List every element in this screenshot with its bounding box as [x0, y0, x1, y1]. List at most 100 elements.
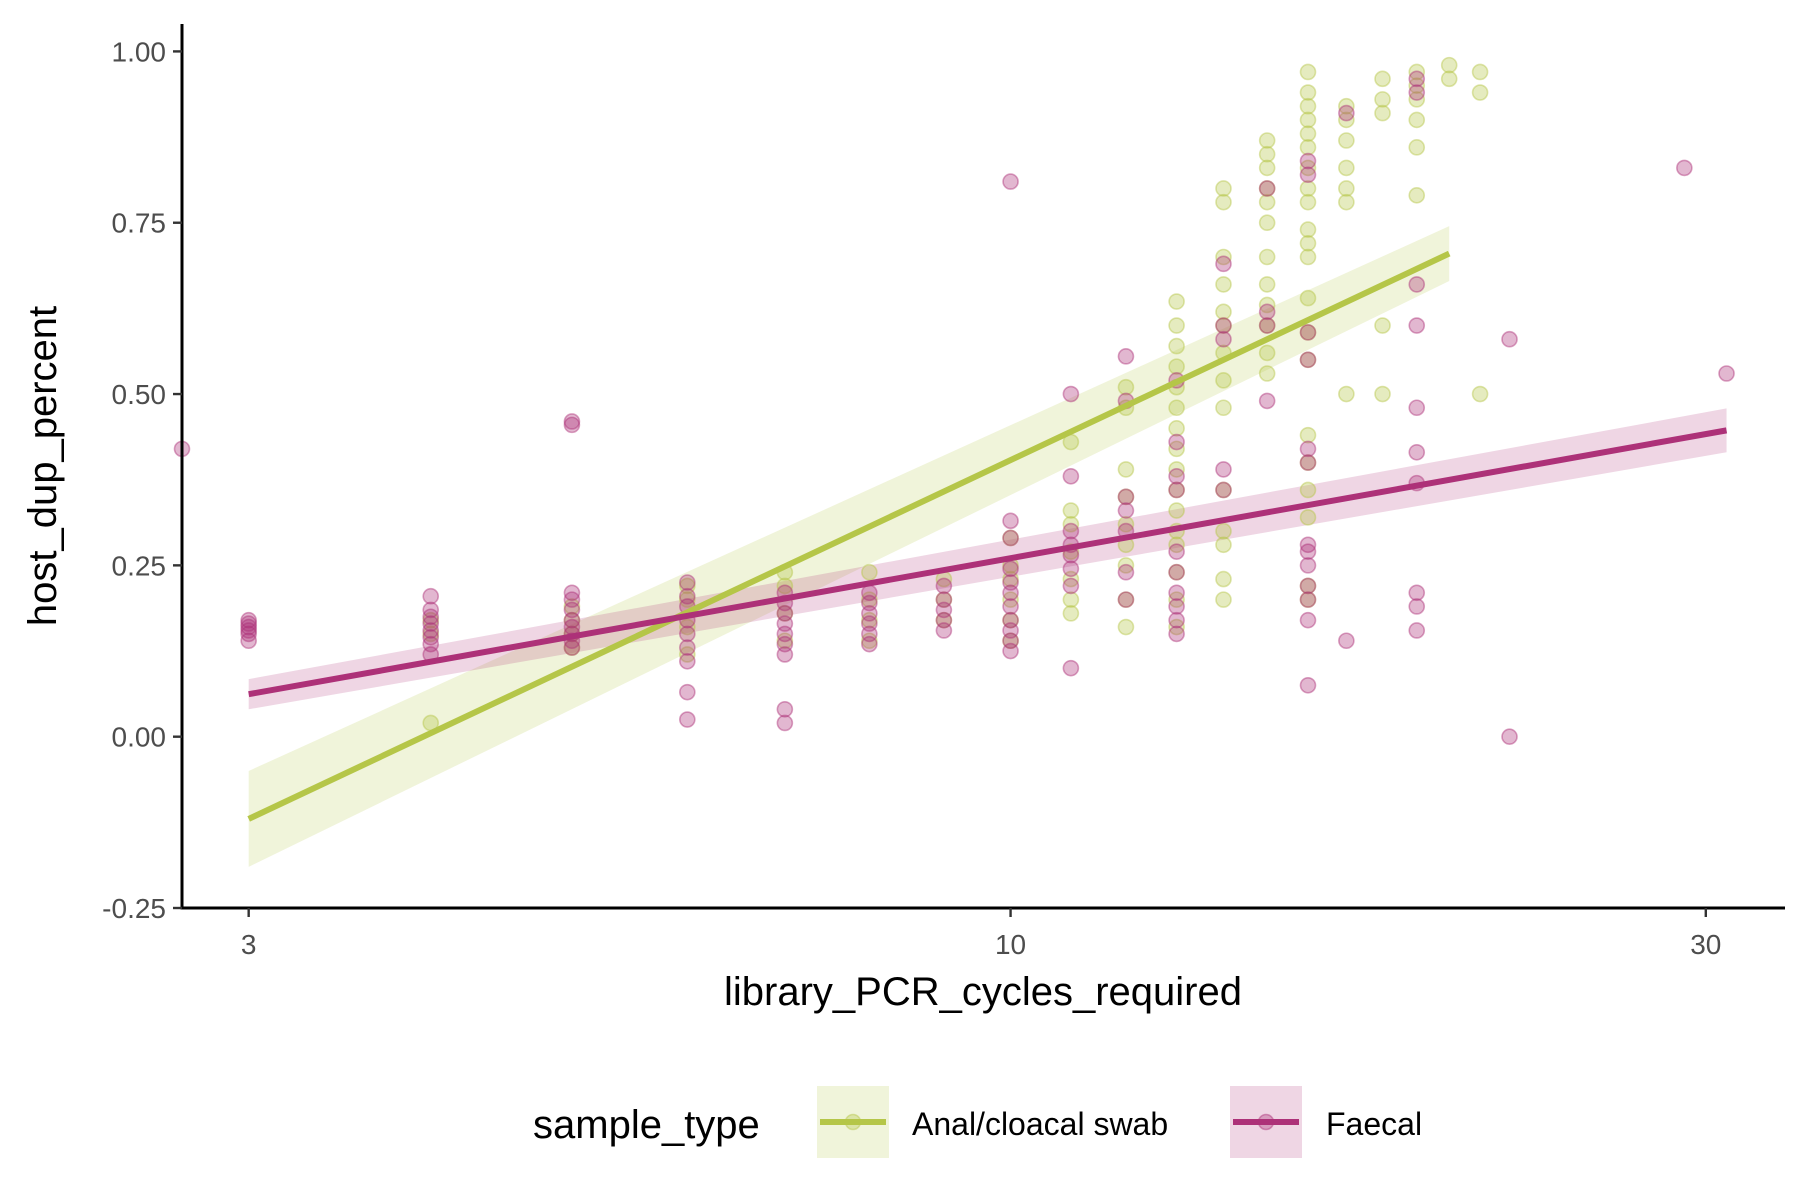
y-tick-label: 0.00 — [112, 722, 167, 753]
faecal-point — [1258, 392, 1276, 410]
anal-cloacal-swab-point — [1215, 193, 1232, 211]
anal-cloacal-swab-point — [1299, 84, 1317, 101]
faecal-point — [1062, 385, 1080, 403]
anal-cloacal-swab-point — [1299, 193, 1317, 211]
anal-cloacal-swab-point — [1258, 193, 1276, 211]
faecal-point — [1117, 591, 1135, 608]
anal-cloacal-swab-point — [1338, 193, 1355, 211]
anal-cloacal-swab-point — [1117, 515, 1135, 533]
faecal-point — [776, 646, 794, 663]
faecal-point — [1299, 591, 1317, 608]
faecal-point — [1299, 454, 1317, 471]
faecal-point — [563, 601, 581, 619]
anal-cloacal-swab-point — [1408, 91, 1426, 108]
faecal-point — [240, 632, 257, 650]
faecal-point — [861, 635, 878, 653]
anal-cloacal-swab-point — [1215, 317, 1232, 334]
scatter-points — [173, 56, 1735, 745]
anal-cloacal-swab-point — [1299, 221, 1317, 238]
anal-cloacal-swab-point — [1471, 385, 1489, 403]
x-tick-label: 3 — [241, 929, 257, 960]
anal-cloacal-swab-point — [861, 611, 878, 629]
anal-cloacal-swab-point — [1117, 591, 1135, 608]
anal-cloacal-swab-point — [1258, 248, 1276, 266]
anal-cloacal-swab-point — [1299, 248, 1317, 266]
anal-cloacal-swab-point — [1299, 63, 1317, 81]
anal-cloacal-swab-point — [1168, 337, 1185, 355]
anal-cloacal-swab-point — [1062, 605, 1080, 622]
anal-cloacal-swab-point — [1168, 618, 1185, 636]
anal-cloacal-swab-point — [1258, 276, 1276, 293]
faecal-point — [563, 639, 581, 656]
anal-cloacal-swab-point — [1215, 591, 1232, 608]
faecal-point — [563, 591, 581, 608]
anal-cloacal-swab-point — [563, 611, 581, 629]
faecal-point — [935, 622, 953, 639]
faecal-point — [776, 625, 794, 643]
faecal-point — [1299, 543, 1317, 560]
faecal-point — [776, 605, 794, 622]
faecal-point — [422, 622, 440, 639]
anal-cloacal-swab-point — [563, 639, 581, 656]
anal-cloacal-swab-point — [1168, 591, 1185, 608]
faecal-point — [776, 700, 794, 718]
anal-cloacal-swab-point — [1408, 77, 1426, 94]
faecal-point — [1002, 574, 1019, 591]
faecal-point — [1501, 330, 1518, 348]
anal-cloacal-swab-point — [1299, 139, 1317, 156]
anal-cloacal-swab-point — [679, 577, 696, 595]
faecal-point — [1299, 324, 1317, 341]
x-tick-label: 10 — [995, 929, 1026, 960]
faecal-point — [1002, 622, 1019, 639]
faecal-point — [861, 594, 878, 612]
anal-cloacal-swab-point — [1002, 529, 1019, 547]
legend-label: Faecal — [1326, 1106, 1422, 1142]
faecal-point — [1002, 598, 1019, 615]
anal-cloacal-swab-point — [1215, 570, 1232, 588]
faecal-point — [563, 416, 581, 434]
faecal-point — [563, 584, 581, 602]
anal-cloacal-swab-point — [1215, 248, 1232, 266]
anal-cloacal-swab-point — [1440, 56, 1458, 74]
anal-cloacal-swab-point — [1168, 420, 1185, 437]
faecal-point — [935, 601, 953, 619]
anal-cloacal-swab-point — [1215, 180, 1232, 197]
anal-cloacal-swab-point — [1168, 293, 1185, 310]
faecal-point — [1062, 659, 1080, 677]
anal-cloacal-swab-point — [1168, 440, 1185, 458]
faecal-point — [1002, 584, 1019, 602]
faecal-point — [1168, 543, 1185, 560]
anal-cloacal-swab-point — [1168, 399, 1185, 417]
confidence-bands — [248, 226, 1727, 867]
anal-cloacal-swab-point — [1168, 563, 1185, 581]
anal-cloacal-swab-point — [1258, 296, 1276, 314]
anal-cloacal-swab-point — [1168, 502, 1185, 519]
anal-cloacal-swab-point — [1299, 180, 1317, 197]
anal-cloacal-swab-point — [679, 591, 696, 608]
faecal-point — [563, 611, 581, 629]
anal-cloacal-swab-point — [1258, 317, 1276, 334]
y-tick-label: 1.00 — [112, 36, 167, 67]
anal-cloacal-swab-point — [1374, 317, 1391, 334]
y-tick-label: 0.75 — [112, 208, 167, 239]
faecal-point — [679, 587, 696, 605]
faecal-point — [240, 611, 257, 629]
anal-cloacal-swab-point — [1258, 180, 1276, 197]
faecal-point — [935, 577, 953, 595]
faecal-point — [1215, 330, 1232, 348]
faecal-point — [861, 615, 878, 632]
faecal-point — [1258, 303, 1276, 321]
anal-cloacal-swab-point — [1002, 611, 1019, 629]
faecal-point — [1002, 642, 1019, 660]
faecal-point — [422, 615, 440, 632]
faecal-point — [1338, 632, 1355, 650]
faecal-point — [1215, 317, 1232, 334]
y-ticks: -0.25 0.00 0.25 0.50 0.75 1.00 — [102, 36, 182, 924]
anal-cloacal-swab-point — [1168, 536, 1185, 554]
anal-cloacal-swab-point — [1168, 358, 1185, 375]
anal-cloacal-swab-point — [935, 611, 953, 629]
anal-cloacal-swab-point — [776, 605, 794, 622]
anal-cloacal-swab-point — [1408, 187, 1426, 204]
faecal-point — [1718, 365, 1735, 382]
